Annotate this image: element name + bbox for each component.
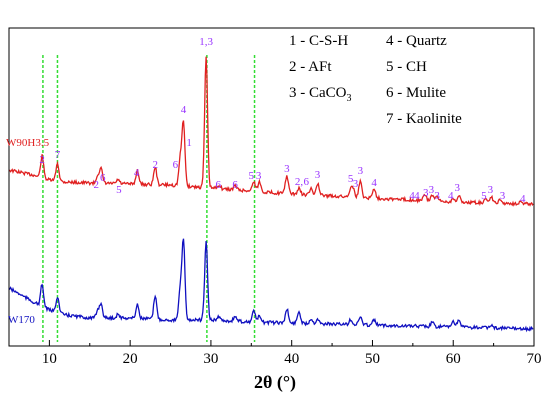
x-tick-label: 20 bbox=[123, 351, 138, 367]
x-tick-label: 40 bbox=[284, 351, 299, 367]
legend: 1 - C-S-H 2 - AFt 3 - CaCO3 4 - Quartz 5 - C… bbox=[289, 33, 462, 127]
peak-label: 4 bbox=[520, 193, 526, 205]
legend-entry: 5 - CH bbox=[386, 59, 427, 75]
plot-frame bbox=[8, 27, 535, 347]
x-tick-label: 10 bbox=[42, 351, 57, 367]
legend-entry: 4 - Quartz bbox=[386, 33, 447, 49]
peak-label: 6 bbox=[100, 172, 106, 184]
reference-lines bbox=[42, 55, 256, 342]
peak-label: 6 bbox=[232, 179, 238, 191]
series-label-w170: W170 bbox=[8, 314, 35, 326]
peak-label: 4 bbox=[134, 167, 140, 179]
peak-label: 3 bbox=[353, 178, 359, 190]
legend-entry: 1 - C-S-H bbox=[289, 33, 348, 49]
peak-label: 6 bbox=[303, 176, 309, 188]
peak-label: 3 bbox=[315, 169, 321, 181]
peak-label: 3 bbox=[429, 184, 435, 196]
peak-label: 5 bbox=[481, 190, 487, 202]
legend-entry: 2 - AFt bbox=[289, 59, 332, 75]
peak-label: 7 bbox=[55, 149, 61, 161]
peak-label: 5 bbox=[249, 170, 255, 182]
peak-label: 3 bbox=[455, 182, 461, 194]
x-tick-label: 30 bbox=[203, 351, 218, 367]
peak-label: 4 bbox=[371, 177, 377, 189]
peak-label: 4 bbox=[181, 104, 187, 116]
peak-label: 3 bbox=[423, 187, 429, 199]
series-layer bbox=[8, 56, 534, 333]
peak-label: 4 bbox=[409, 190, 415, 202]
peak-label: 2 bbox=[93, 179, 99, 191]
legend-entry: 3 - CaCO3 bbox=[289, 85, 352, 104]
peak-label: 6 bbox=[215, 179, 221, 191]
peak-label: 3 bbox=[434, 190, 440, 202]
peak-label: 1,3 bbox=[199, 36, 213, 48]
peak-label: 3 bbox=[358, 165, 364, 177]
peak-label: 3 bbox=[500, 190, 506, 202]
series-line bbox=[8, 238, 534, 333]
x-tick-label: 70 bbox=[527, 351, 542, 367]
peak-label: 1 bbox=[186, 137, 192, 149]
x-axis-ticks: 10 20 30 40 50 60 70 bbox=[8, 340, 542, 367]
legend-entry: 7 - Kaolinite bbox=[386, 111, 462, 127]
x-tick-label: 60 bbox=[446, 351, 461, 367]
x-axis-label: 2θ (°) bbox=[254, 372, 296, 393]
series-line bbox=[8, 56, 534, 207]
peak-label: 4 bbox=[414, 190, 420, 202]
peak-label: 3 bbox=[256, 170, 262, 182]
peak-label: 4 bbox=[448, 190, 454, 202]
series-label-w90h3-5: W90H3.5 bbox=[6, 137, 50, 149]
x-tick-label: 50 bbox=[365, 351, 380, 367]
peak-label: 2 bbox=[152, 159, 158, 171]
legend-entry: 6 - Mulite bbox=[386, 85, 446, 101]
peak-label: 3 bbox=[284, 163, 290, 175]
peak-label: 2 bbox=[39, 154, 45, 166]
peak-label: 2, bbox=[295, 176, 304, 188]
peak-label: 3 bbox=[488, 184, 494, 196]
peak-label: 5 bbox=[348, 173, 354, 185]
peak-label: 6 bbox=[173, 159, 179, 171]
peak-label: 5 bbox=[116, 184, 122, 196]
